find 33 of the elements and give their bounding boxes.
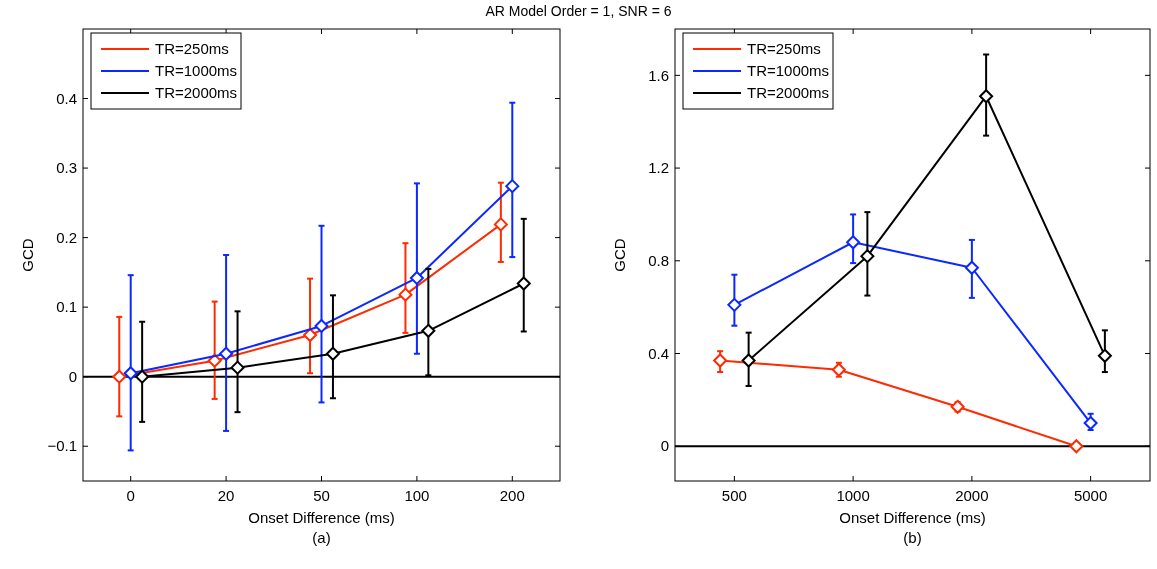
- x-tick-label: 500: [721, 487, 747, 504]
- x-tick-label: 0: [126, 487, 135, 504]
- y-tick-label: 1.6: [648, 66, 669, 84]
- chart-title: AR Model Order = 1, SNR = 6: [485, 3, 672, 19]
- legend-label: TR=2000ms: [155, 84, 238, 102]
- y-tick-label: 0.8: [648, 252, 669, 270]
- x-tick-label: 50: [313, 487, 330, 504]
- x-tick-label: 1000: [836, 487, 870, 504]
- x-axis-title: Onset Difference (ms): [839, 509, 986, 526]
- legend-label: TR=1000ms: [747, 62, 830, 80]
- y-tick-label: 0: [68, 367, 77, 385]
- y-tick-label: −0.1: [47, 437, 77, 455]
- x-tick-label: 20: [217, 487, 235, 504]
- y-tick-label: 0.4: [648, 344, 669, 362]
- x-tick-label: 100: [404, 487, 430, 504]
- legend-label: TR=1000ms: [155, 62, 238, 80]
- text: (a): [312, 529, 331, 546]
- legend-label: TR=2000ms: [747, 84, 830, 102]
- y-tick-label: 0.1: [56, 298, 77, 316]
- y-tick-label: 0.3: [56, 159, 77, 177]
- text: (b): [903, 529, 922, 546]
- y-axis-title: GCD: [19, 238, 36, 272]
- y-tick-label: 0: [660, 437, 669, 455]
- x-tick-label: 2000: [955, 487, 989, 504]
- legend-label: TR=250ms: [747, 40, 821, 58]
- x-tick-label: 5000: [1073, 487, 1108, 504]
- legend-label: TR=250ms: [155, 40, 229, 58]
- y-axis-title: GCD: [611, 238, 628, 272]
- x-axis-title: Onset Difference (ms): [248, 509, 395, 526]
- y-tick-label: 0.4: [56, 89, 77, 107]
- y-tick-label: 1.2: [648, 159, 669, 177]
- y-tick-label: 0.2: [56, 228, 77, 246]
- x-tick-label: 200: [499, 487, 525, 504]
